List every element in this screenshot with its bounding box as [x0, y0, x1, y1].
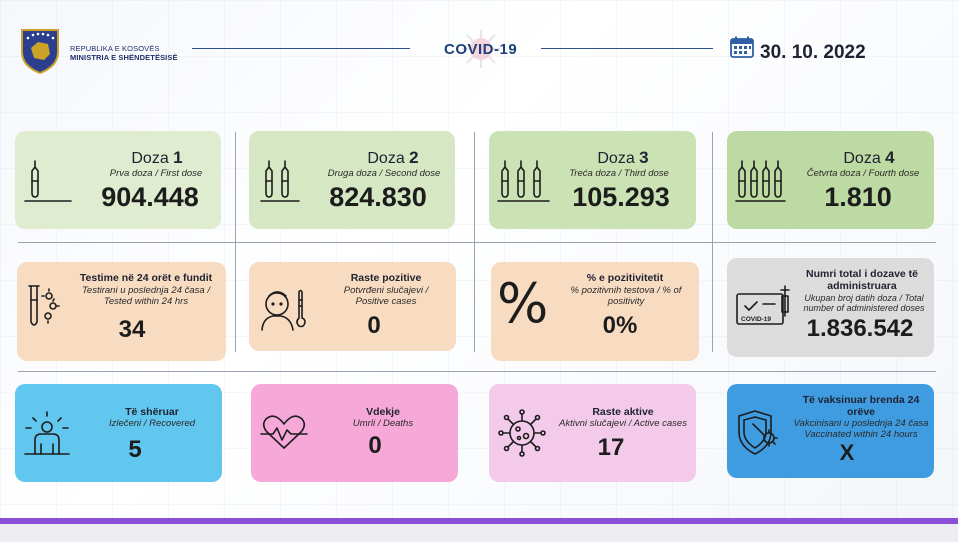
dose-3-title: Doza 3 — [561, 148, 685, 168]
ministry-line2: MINISTRIA E SHËNDETËSISË — [70, 53, 178, 62]
positive-title: Raste pozitive — [350, 272, 422, 284]
positive-value: 0 — [367, 312, 381, 339]
total-doses-subtitle: Ukupan broj datih doza / Total number of… — [803, 293, 925, 313]
recovered-card: Të shëruar Izlečeni / Recovered 5 — [15, 384, 222, 482]
dose-4-value: 1.810 — [824, 182, 892, 212]
active-title: Raste aktive — [592, 406, 654, 418]
deaths-value: 0 — [368, 432, 382, 459]
dose-2-card: Doza 2 Druga doza / Second dose 824.830 — [249, 131, 455, 229]
dose-4-number: 4 — [885, 148, 895, 167]
percent-icon: % — [497, 272, 549, 335]
divider — [18, 242, 936, 243]
dose-4-subtitle: Četvrta doza / Fourth dose — [806, 168, 920, 179]
dose-1-value: 904.448 — [101, 182, 199, 212]
tests-value: 34 — [118, 316, 146, 343]
vial-3-icon — [497, 160, 550, 202]
recovered-subtitle: Izlečeni / Recovered — [108, 418, 196, 429]
dose-3-value: 105.293 — [572, 182, 670, 212]
positivity-value: 0% — [602, 312, 638, 339]
covid-header: COVID-19 — [436, 30, 532, 70]
bottom-bar — [0, 518, 958, 524]
dose-2-value: 824.830 — [329, 182, 427, 212]
dose-4-card: Doza 4 Četvrta doza / Fourth dose 1.810 — [727, 131, 934, 229]
vial-2-icon — [260, 160, 300, 202]
vial-1-icon — [24, 160, 72, 202]
ministry-line1: REPUBLIKA E KOSOVËS — [70, 44, 160, 53]
dose-1-card: Doza 1 Prva doza / First dose 904.448 — [15, 131, 221, 229]
ministry-name: REPUBLIKA E KOSOVËS MINISTRIA E SHËNDETË… — [70, 44, 178, 62]
dose-3-card: Doza 3 Treća doza / Third dose 105.293 — [489, 131, 696, 229]
dose-2-title: Doza 2 — [331, 148, 455, 168]
positivity-subtitle: % pozitivnih testova / % of positivity — [570, 285, 682, 307]
thermometer-person-icon — [261, 289, 306, 331]
svg-text:COVID-19: COVID-19 — [741, 316, 771, 323]
divider — [18, 371, 936, 372]
header-divider-right — [541, 48, 713, 49]
vaccinated-subtitle: Vakcinisani u poslednja 24 časa Vaccinat… — [793, 418, 929, 440]
positive-subtitle: Potvrđeni slučajevi / Positive cases — [343, 285, 429, 307]
vaccine-certificate-icon: COVID-19 — [736, 285, 790, 325]
vial-4-icon — [735, 160, 786, 202]
bottom-strip — [0, 524, 958, 542]
active-card: Raste aktive Aktivni slučajevi / Active … — [489, 384, 696, 482]
tests-title: Testime në 24 orët e fundit — [79, 272, 213, 284]
dose-4-word: Doza — [843, 150, 881, 167]
page-title: COVID-19 — [444, 41, 518, 58]
deaths-title: Vdekje — [366, 406, 400, 418]
dose-1-number: 1 — [173, 148, 183, 167]
dose-2-subtitle: Druga doza / Second dose — [327, 168, 441, 179]
deaths-subtitle: Umrli / Deaths — [352, 418, 414, 429]
total-doses-card: COVID-19 Numri total i dozave të adminis… — [727, 258, 934, 357]
test-tube-icon — [28, 285, 60, 326]
dose-3-subtitle: Treća doza / Third dose — [569, 168, 669, 179]
dose-3-word: Doza — [597, 150, 635, 167]
tests-subtitle: Testirani u poslednja 24 časa / Tested w… — [82, 285, 210, 307]
dose-2-word: Doza — [367, 150, 405, 167]
dose-3-number: 3 — [639, 148, 649, 167]
dose-1-subtitle: Prva doza / First dose — [109, 168, 203, 179]
calendar-icon — [730, 36, 754, 58]
deaths-card: Vdekje Umrli / Deaths 0 — [251, 384, 458, 482]
total-doses-value: 1.836.542 — [806, 315, 914, 342]
header-divider-left — [192, 48, 410, 49]
vaccinated-card: Të vaksinuar brenda 24 orëve Vakcinisani… — [727, 384, 934, 478]
positivity-title: % e pozitivitetit — [586, 272, 664, 284]
kosovo-logo — [21, 29, 59, 74]
total-doses-title: Numri total i dozave të administruara — [805, 268, 919, 292]
dose-1-title: Doza 1 — [95, 148, 219, 168]
active-subtitle: Aktivni slučajevi / Active cases — [559, 418, 687, 429]
recovered-value: 5 — [128, 436, 142, 463]
recovered-person-icon — [24, 411, 70, 455]
positivity-card: % % e pozitivitetit % pozitivnih testova… — [491, 262, 699, 361]
vaccine-shield-icon — [738, 410, 778, 455]
recovered-title: Të shëruar — [125, 406, 179, 418]
tests-card: Testime në 24 orët e fundit Testirani u … — [17, 262, 226, 361]
virus-icon — [498, 409, 546, 457]
heartbeat-icon — [260, 415, 308, 449]
dose-2-number: 2 — [409, 148, 419, 167]
vaccinated-title: Të vaksinuar brenda 24 orëve — [802, 394, 920, 418]
dose-4-title: Doza 4 — [807, 148, 931, 168]
virus-icon — [462, 30, 500, 68]
active-value: 17 — [597, 434, 625, 461]
vaccinated-value: X — [839, 440, 855, 465]
positive-card: Raste pozitive Potvrđeni slučajevi / Pos… — [249, 262, 456, 351]
dose-1-word: Doza — [131, 150, 169, 167]
report-date: 30. 10. 2022 — [760, 42, 866, 63]
